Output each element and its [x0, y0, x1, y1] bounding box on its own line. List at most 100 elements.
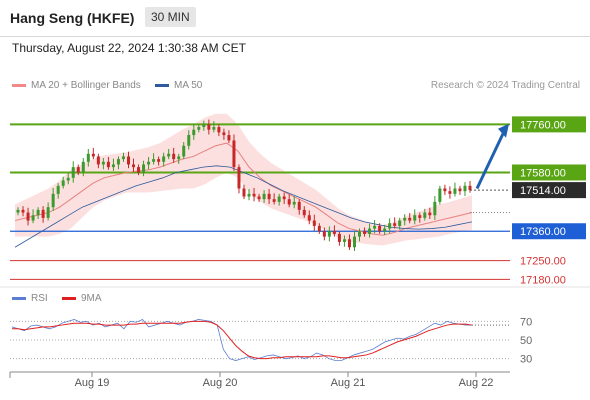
candle-body [383, 228, 387, 232]
candle-body [398, 220, 402, 226]
forecast-arrow-head [498, 123, 509, 138]
level-label-17360: 17360.00 [520, 226, 566, 238]
candle-body [56, 185, 60, 194]
ma20-line [14, 142, 473, 236]
legend-swatch-rsi [12, 297, 26, 300]
legend-label-rsi: RSI [31, 293, 48, 304]
candle-body [252, 193, 256, 197]
legend-swatch-9ma [62, 297, 76, 300]
level-tag-17760 [512, 116, 586, 133]
candle-body [152, 159, 156, 162]
x-tick-label: Aug 21 [331, 377, 366, 389]
candle-body [292, 201, 296, 205]
candle-body [167, 153, 171, 157]
candle-body [378, 225, 382, 232]
candle-body [403, 217, 407, 221]
rsi-tick-50: 50 [520, 335, 532, 347]
candle-body [247, 193, 251, 197]
candle-body [101, 161, 105, 165]
timestamp: Thursday, August 22, 2024 1:30:38 AM CET [12, 41, 246, 55]
candle-body [26, 212, 30, 221]
candle-body [51, 193, 55, 208]
candle-body [322, 231, 326, 237]
rsi-series-9ma [12, 320, 473, 360]
candle-body [182, 145, 186, 157]
candle-body [463, 185, 467, 192]
candle-body [468, 185, 472, 191]
candle-body [312, 220, 316, 226]
candle-body [232, 140, 236, 168]
legend-swatch-ma50 [155, 84, 169, 87]
candle-body [106, 161, 110, 168]
candle-body [393, 223, 397, 226]
candle-body [192, 129, 196, 136]
candle-body [272, 199, 276, 202]
candle-body [262, 193, 266, 200]
candle-body [212, 127, 216, 130]
candle-body [41, 209, 45, 218]
candle-body [76, 167, 80, 173]
legend-label-ma20: MA 20 + Bollinger Bands [31, 80, 141, 91]
level-label-17250: 17250.00 [520, 256, 566, 268]
candle-body [237, 167, 241, 189]
level-label-17760: 17760.00 [520, 119, 566, 131]
candle-body [433, 201, 437, 216]
candle-body [267, 193, 271, 200]
candle-body [282, 196, 286, 200]
legend-label-9ma: 9MA [81, 293, 102, 304]
last-price-label: 17514.00 [520, 185, 566, 197]
legend-item-ma20: MA 20 + Bollinger Bands [12, 80, 141, 91]
rsi-series-rsi [11, 318, 472, 361]
candle-body [227, 135, 231, 141]
candle-body [137, 167, 141, 173]
candle-body [91, 153, 95, 157]
level-tag-17360 [512, 223, 586, 240]
candle-body [111, 164, 115, 168]
level-tag-17580 [512, 164, 586, 181]
candle-body [222, 132, 226, 136]
candle-body [132, 164, 136, 168]
candle-body [363, 231, 367, 234]
legend-item-ma50: MA 50 [155, 80, 202, 91]
candle-body [61, 180, 65, 186]
candle-body [21, 209, 25, 213]
candle-body [242, 188, 246, 197]
candle-body [438, 188, 442, 202]
candle-body [147, 161, 151, 165]
candle-body [36, 209, 40, 216]
instrument-title: Hang Seng (HKFE) [10, 10, 135, 26]
candle-body [458, 188, 462, 192]
candle-body [317, 225, 321, 232]
candle-body [177, 156, 181, 160]
candle-body [342, 239, 346, 242]
candle-body [126, 156, 130, 165]
candle-body [121, 156, 125, 160]
level-label-17580: 17580.00 [520, 167, 566, 179]
candle-body [307, 215, 311, 221]
candle-body [277, 196, 281, 202]
candle-body [172, 153, 176, 160]
candle-body [347, 239, 351, 248]
candle-body [71, 167, 75, 178]
interval-badge[interactable]: 30 MIN [145, 7, 196, 27]
x-tick-label: Aug 22 [459, 377, 494, 389]
candle-body [287, 199, 291, 205]
candle-body [388, 223, 392, 229]
candle-body [332, 231, 336, 234]
candle-body [373, 225, 377, 229]
candle-body [66, 177, 70, 181]
candle-body [453, 188, 457, 194]
candle-body [142, 164, 146, 173]
chart-header: Hang Seng (HKFE) 30 MIN [0, 0, 590, 37]
bollinger-band [15, 113, 472, 246]
credit-text: Research © 2024 Trading Central [430, 80, 580, 91]
candle-body [448, 191, 452, 194]
candle-body [408, 217, 412, 221]
candle-body [413, 215, 417, 221]
legend-label-ma50: MA 50 [174, 80, 203, 91]
candle-body [217, 127, 221, 133]
legend-swatch-ma20 [12, 84, 26, 87]
candle-body [423, 212, 427, 218]
candle-body [368, 228, 372, 234]
